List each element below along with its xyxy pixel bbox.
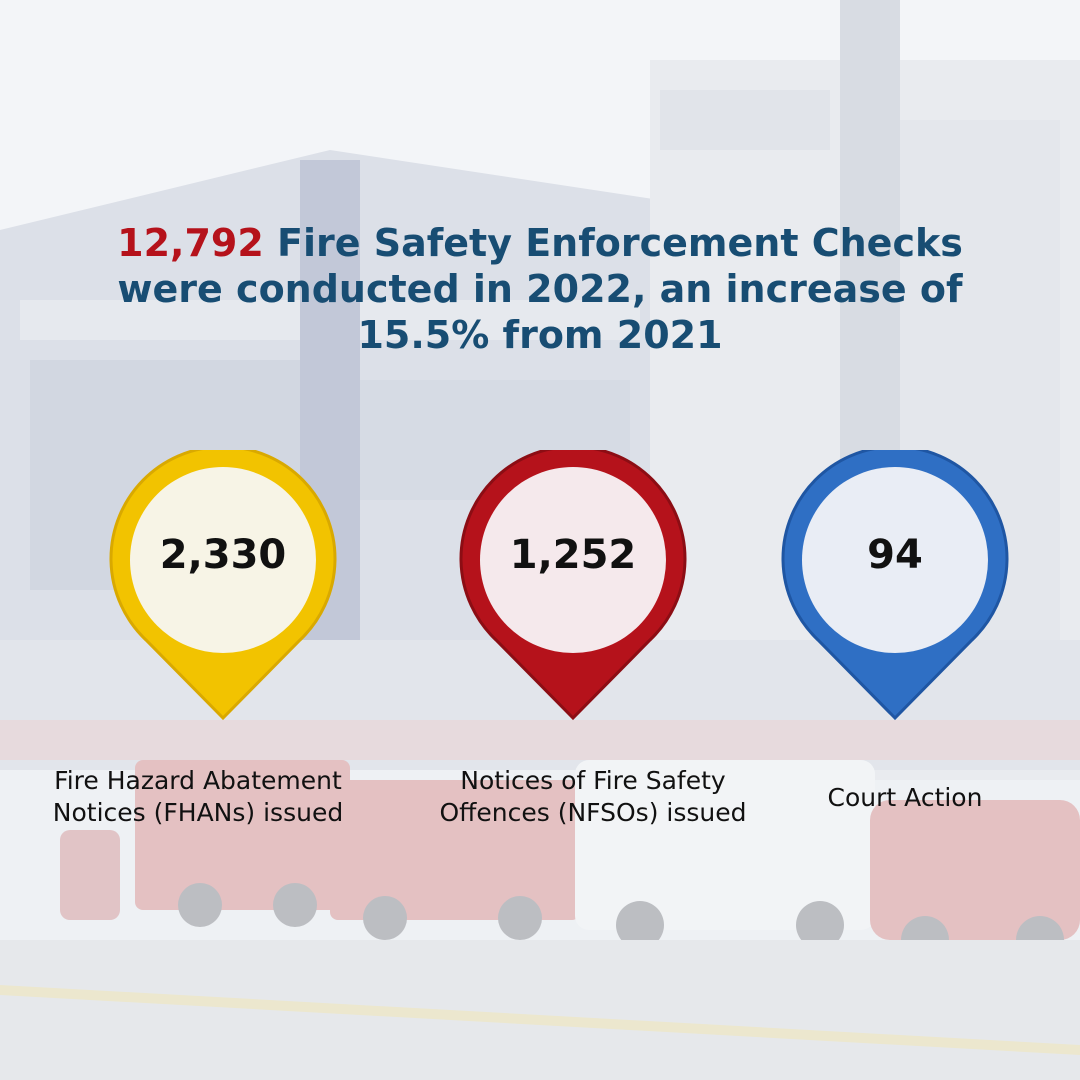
stat-pin-court-action: 94 xyxy=(780,450,1010,725)
map-pin-yellow-icon xyxy=(109,450,337,721)
stat-pin-fhans: 2,330 xyxy=(108,450,338,725)
stat-value-court-action: 94 xyxy=(867,532,923,578)
stat-value-fhans: 2,330 xyxy=(159,532,287,578)
headline-text: Fire Safety Enforcement Checks were cond… xyxy=(117,221,963,357)
map-pin-blue-icon xyxy=(781,450,1009,721)
stat-label-court-action: Court Action xyxy=(827,783,983,812)
headline: 12,792 Fire Safety Enforcement Checks we… xyxy=(60,220,1020,358)
stat-value-nfsos: 1,252 xyxy=(509,532,637,578)
headline-highlight: 12,792 xyxy=(117,221,264,265)
stat-label-nfsos: Notices of Fire Safety Offences (NFSOs) … xyxy=(439,766,747,827)
stat-pin-nfsos: 1,252 xyxy=(458,450,688,725)
map-pin-red-icon xyxy=(459,450,687,721)
stat-label-fhans: Fire Hazard Abatement Notices (FHANs) is… xyxy=(52,766,344,827)
